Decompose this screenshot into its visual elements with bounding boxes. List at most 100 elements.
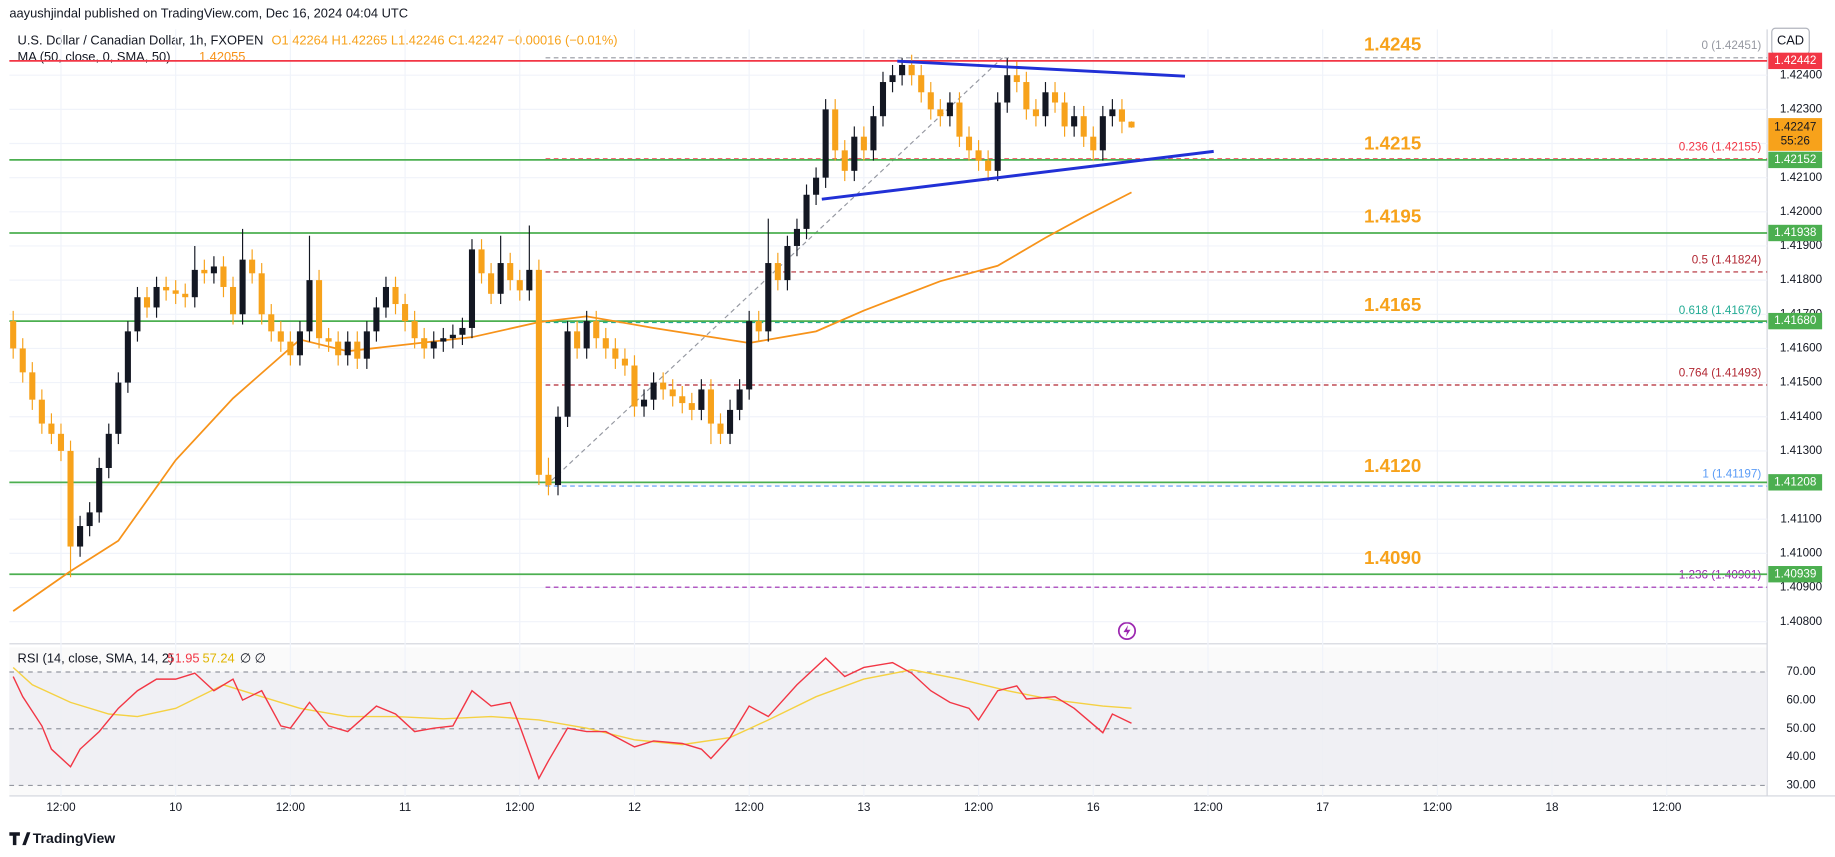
y-tick-label: 50.00 <box>1786 722 1816 735</box>
candle-body <box>459 327 466 335</box>
candle-body <box>1032 109 1039 117</box>
candle-body <box>239 259 246 315</box>
candle-body <box>965 136 973 151</box>
candle-body <box>918 75 925 93</box>
candle-body <box>660 382 667 390</box>
publisher: aayushjindal published on TradingView.co… <box>9 6 408 21</box>
candle-body <box>822 109 829 178</box>
candle-body <box>688 403 695 410</box>
x-tick-label: 18 <box>1546 801 1559 814</box>
candle-body <box>516 280 523 291</box>
last-price-label: 1.42247 <box>1774 121 1816 134</box>
fib-label: 0.618 (1.41676) <box>1679 304 1762 317</box>
candle-body <box>38 399 45 424</box>
price-tag-label: 1.40939 <box>1774 567 1816 580</box>
candle-body <box>105 433 112 468</box>
x-tick-label: 12:00 <box>276 801 306 814</box>
rsi-ma-value: 57.24 <box>202 650 234 665</box>
candle-body <box>488 273 495 294</box>
candle-body <box>258 273 265 315</box>
candle-body <box>526 269 533 291</box>
rsi-line <box>12 657 1132 781</box>
candle-body <box>1090 136 1097 151</box>
candle-body <box>937 109 944 117</box>
candle-body <box>832 109 839 151</box>
level-label: 1.4165 <box>1364 294 1421 315</box>
fib-label: 0 (1.42451) <box>1701 39 1761 52</box>
candle-body <box>994 102 1001 171</box>
candle-body <box>727 409 734 434</box>
level-label: 1.4090 <box>1364 547 1421 568</box>
countdown: 55:26 <box>1781 135 1810 148</box>
candle-body <box>10 321 17 349</box>
candle-body <box>908 64 915 76</box>
x-tick-label: 12:00 <box>735 801 765 814</box>
candle-body <box>86 512 93 527</box>
candle-body <box>115 382 122 434</box>
y-tick-label: 1.41900 <box>1780 239 1823 252</box>
candle-body <box>755 321 762 332</box>
price-tag-label: 1.41680 <box>1774 314 1817 327</box>
last-price-tag <box>1768 118 1823 151</box>
x-tick-label: 10 <box>169 801 183 814</box>
ohlc-legend: O1.42264 H1.42265 L1.42246 C1.42247 −0.0… <box>272 33 618 48</box>
price-tag <box>1768 52 1823 70</box>
fib-label: 0.764 (1.41493) <box>1679 366 1762 379</box>
candle-body <box>841 150 848 171</box>
candle-body <box>1013 75 1020 83</box>
candle-body <box>870 116 877 151</box>
candle-body <box>316 280 323 339</box>
tv-logo <box>9 832 31 846</box>
price-tag <box>1768 151 1823 169</box>
candle-body <box>803 194 810 229</box>
candle-body <box>344 341 351 356</box>
candle-body <box>354 341 361 359</box>
candle-body <box>268 314 275 332</box>
candle-body <box>669 389 676 397</box>
candle-body <box>574 331 581 349</box>
candle-body <box>1051 92 1059 103</box>
candle-body <box>1004 75 1011 103</box>
candle-body <box>229 286 237 315</box>
candle-body <box>468 249 476 328</box>
candle-body <box>1099 116 1106 151</box>
candle-body <box>1023 82 1030 110</box>
lightning-icon <box>1117 621 1137 641</box>
candle-body <box>48 423 55 434</box>
candle-body <box>927 92 934 110</box>
candle-body <box>765 263 772 332</box>
y-tick-label: 1.42100 <box>1780 171 1823 184</box>
y-tick-label: 1.40800 <box>1780 615 1823 628</box>
candle-body <box>640 399 648 407</box>
candle-body <box>210 266 217 274</box>
y-tick-label: 1.41400 <box>1780 410 1823 423</box>
candle-body <box>392 286 399 305</box>
candle-body <box>29 372 36 400</box>
candle-body <box>96 467 103 513</box>
candle-body <box>296 331 303 356</box>
price-tag-label: 1.41208 <box>1774 475 1816 488</box>
candle-body <box>163 286 170 291</box>
candle-body <box>985 160 992 171</box>
candle-body <box>124 331 131 383</box>
candle-body <box>1061 102 1068 127</box>
candle-body <box>851 136 858 171</box>
level-label: 1.4120 <box>1364 455 1421 476</box>
x-tick-label: 12:00 <box>964 801 994 814</box>
y-tick-label: 1.41100 <box>1780 512 1822 525</box>
candle-body <box>373 307 380 332</box>
candle-body <box>736 389 743 410</box>
x-tick-label: 12:00 <box>505 801 535 814</box>
candle-body <box>784 245 791 281</box>
candle-body <box>717 423 724 434</box>
y-tick-label: 1.41800 <box>1780 273 1823 286</box>
candle-body <box>67 450 74 547</box>
candle-body <box>430 341 437 349</box>
candle-body <box>402 304 409 322</box>
candle-body <box>1109 109 1116 117</box>
candle-body <box>793 228 801 246</box>
candle-body <box>57 433 65 451</box>
x-tick-label: 12:00 <box>46 801 76 814</box>
candle-body <box>382 286 389 308</box>
